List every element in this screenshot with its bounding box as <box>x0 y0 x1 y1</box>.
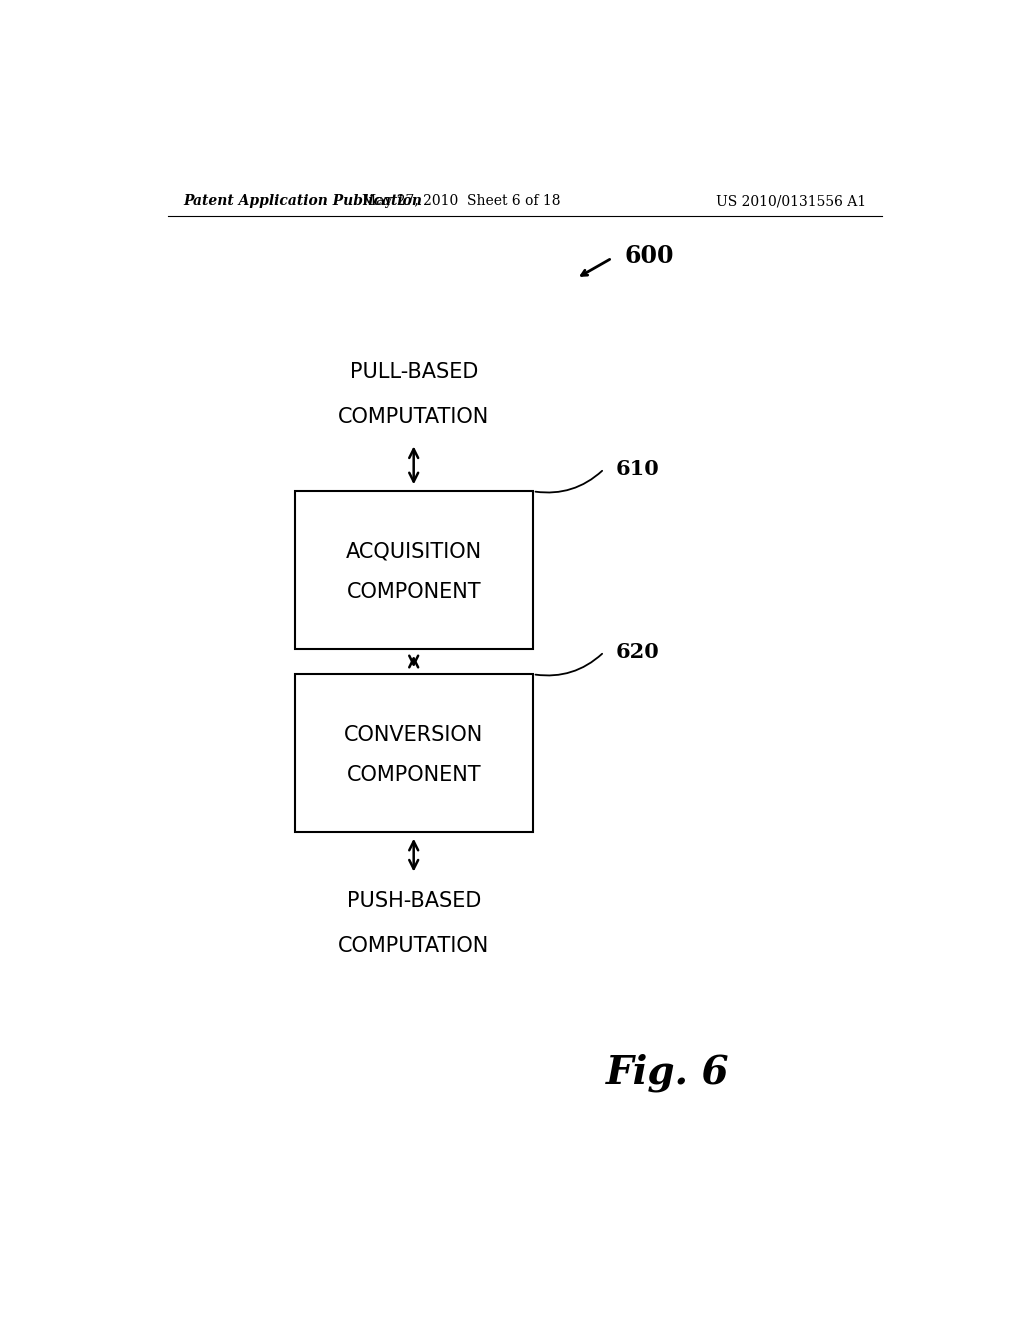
Text: 610: 610 <box>616 459 659 479</box>
Text: COMPONENT: COMPONENT <box>346 766 481 785</box>
Text: CONVERSION: CONVERSION <box>344 725 483 744</box>
Text: Patent Application Publication: Patent Application Publication <box>183 194 423 209</box>
Text: COMPONENT: COMPONENT <box>346 582 481 602</box>
Bar <box>295 675 532 832</box>
Text: PUSH-BASED: PUSH-BASED <box>346 891 481 911</box>
Text: ACQUISITION: ACQUISITION <box>346 541 481 562</box>
Bar <box>295 491 532 649</box>
Text: PULL-BASED: PULL-BASED <box>349 363 478 383</box>
Text: US 2010/0131556 A1: US 2010/0131556 A1 <box>716 194 866 209</box>
Text: COMPUTATION: COMPUTATION <box>338 407 489 428</box>
Text: May 27, 2010  Sheet 6 of 18: May 27, 2010 Sheet 6 of 18 <box>362 194 560 209</box>
Text: 620: 620 <box>616 642 659 661</box>
Text: Fig. 6: Fig. 6 <box>606 1053 729 1093</box>
Text: COMPUTATION: COMPUTATION <box>338 936 489 956</box>
Text: 600: 600 <box>624 244 674 268</box>
